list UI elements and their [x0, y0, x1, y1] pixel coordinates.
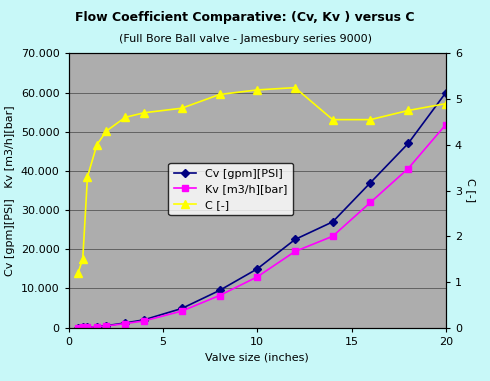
Kv [m3/h][bar]: [368, 200, 373, 205]
C [-]: [103, 129, 109, 133]
X-axis label: Valve size (inches): Valve size (inches): [205, 352, 309, 362]
C [-]: [122, 115, 128, 120]
Kv [m3/h][bar]: [254, 275, 260, 279]
Cv [gpm][PSI]: [122, 321, 128, 325]
Kv [m3/h][bar]: [75, 325, 81, 330]
Kv [m3/h][bar]: [122, 321, 128, 326]
Kv [m3/h][bar]: [85, 325, 91, 330]
C [-]: [443, 101, 449, 106]
C [-]: [85, 174, 91, 179]
C [-]: [179, 106, 185, 110]
Kv [m3/h][bar]: [141, 319, 147, 323]
C [-]: [80, 257, 86, 261]
Kv [m3/h][bar]: [103, 324, 109, 328]
C [-]: [75, 271, 81, 275]
Cv [gpm][PSI]: [443, 90, 449, 95]
Cv [gpm][PSI]: [368, 180, 373, 185]
Kv [m3/h][bar]: [179, 309, 185, 313]
Cv [gpm][PSI]: [254, 267, 260, 271]
Cv [gpm][PSI]: [141, 317, 147, 322]
Cv [gpm][PSI]: [85, 325, 91, 330]
Cv [gpm][PSI]: [292, 237, 298, 242]
Line: C [-]: C [-]: [74, 83, 450, 277]
Kv [m3/h][bar]: [405, 166, 411, 171]
Kv [m3/h][bar]: [80, 325, 86, 330]
Kv [m3/h][bar]: [443, 122, 449, 127]
Cv [gpm][PSI]: [80, 325, 86, 330]
Cv [gpm][PSI]: [405, 141, 411, 146]
Line: Kv [m3/h][bar]: Kv [m3/h][bar]: [75, 122, 449, 330]
Cv [gpm][PSI]: [330, 219, 336, 224]
C [-]: [254, 88, 260, 92]
C [-]: [368, 117, 373, 122]
Cv [gpm][PSI]: [179, 306, 185, 311]
C [-]: [141, 110, 147, 115]
Text: Flow Coefficient Comparative: (Cv, Kv ) versus C: Flow Coefficient Comparative: (Cv, Kv ) …: [75, 11, 415, 24]
C [-]: [330, 117, 336, 122]
C [-]: [292, 85, 298, 90]
C [-]: [405, 108, 411, 113]
Cv [gpm][PSI]: [75, 325, 81, 330]
Text: (Full Bore Ball valve - Jamesbury series 9000): (Full Bore Ball valve - Jamesbury series…: [119, 34, 371, 44]
Cv [gpm][PSI]: [94, 324, 100, 329]
Y-axis label: Cv [gpm][PSI]   Kv [m3/h][bar]: Cv [gpm][PSI] Kv [m3/h][bar]: [5, 105, 15, 276]
Line: Cv [gpm][PSI]: Cv [gpm][PSI]: [75, 90, 449, 330]
Kv [m3/h][bar]: [330, 234, 336, 239]
Kv [m3/h][bar]: [217, 293, 222, 298]
Y-axis label: C [-]: C [-]: [466, 178, 476, 203]
Cv [gpm][PSI]: [217, 288, 222, 293]
Legend: Cv [gpm][PSI], Kv [m3/h][bar], C [-]: Cv [gpm][PSI], Kv [m3/h][bar], C [-]: [169, 163, 293, 215]
Kv [m3/h][bar]: [292, 249, 298, 254]
C [-]: [94, 142, 100, 147]
Cv [gpm][PSI]: [103, 323, 109, 328]
Kv [m3/h][bar]: [94, 324, 100, 329]
C [-]: [217, 92, 222, 97]
